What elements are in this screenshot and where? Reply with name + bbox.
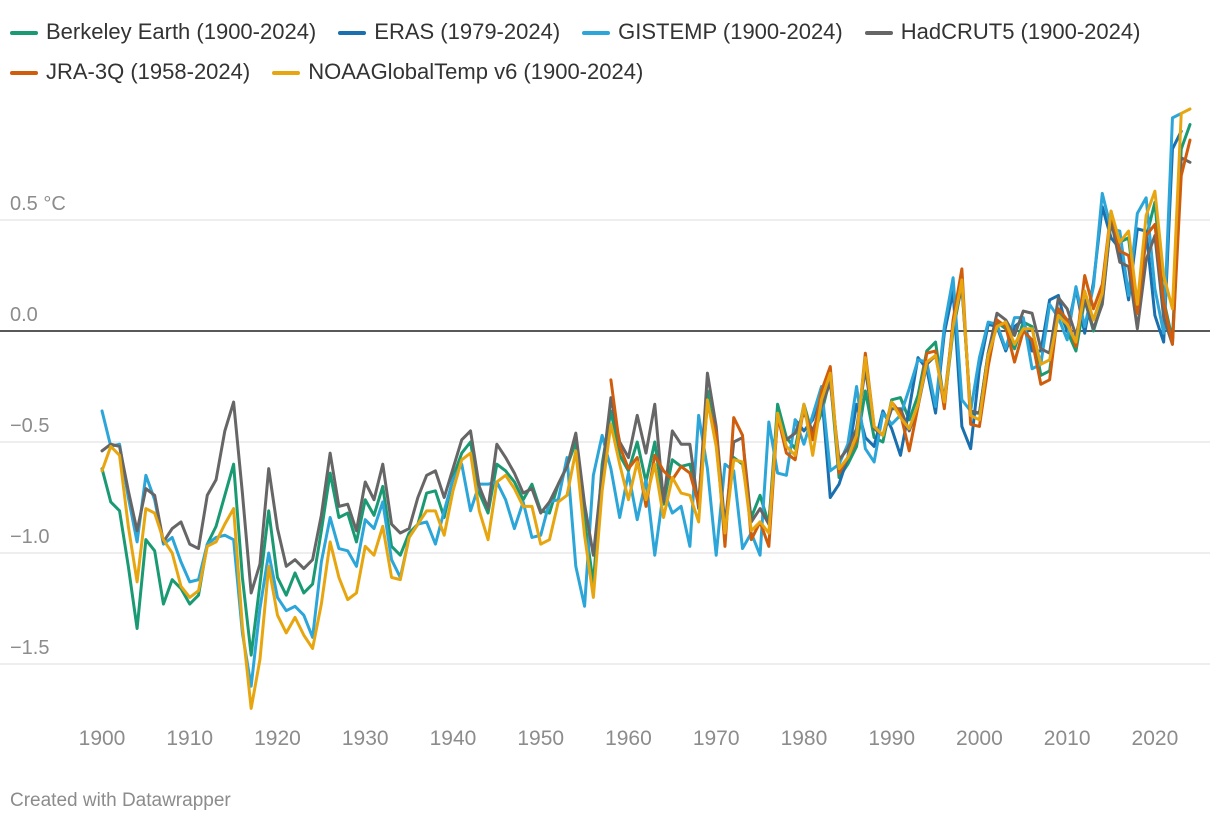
x-tick-label: 1940 [430,727,477,750]
legend-swatch [272,71,301,76]
footer-credit: Created with Datawrapper [10,790,231,811]
series-line-4 [100,156,1192,595]
legend-item: GISTEMP (1900-2024) [582,12,843,52]
legend-item: NOAAGlobalTemp v6 (1900-2024) [272,52,643,92]
y-tick-label: −1.0 [10,526,49,548]
legend-label: HadCRUT5 (1900-2024) [900,19,1141,44]
legend-label: Berkeley Earth (1900-2024) [46,19,317,44]
legend-swatch [864,31,893,36]
x-tick-label: 1900 [79,727,126,750]
y-tick-label: −1.5 [10,637,49,659]
legend-swatch [582,31,611,36]
legend-swatch [338,31,367,36]
legend-item: ERAS (1979-2024) [338,12,560,52]
legend-item: JRA-3Q (1958-2024) [10,52,250,92]
x-tick-label: 1910 [166,727,213,750]
legend-label: JRA-3Q (1958-2024) [46,59,251,84]
x-tick-label: 1990 [868,727,915,750]
series-line-6 [100,107,1192,710]
x-tick-label: 1930 [342,727,389,750]
x-tick-label: 1950 [517,727,564,750]
chart-legend: Berkeley Earth (1900-2024) ERAS (1979-202… [10,12,1210,92]
x-tick-label: 2000 [956,727,1003,750]
legend-swatch [10,31,38,36]
x-tick-label: 1980 [781,727,828,750]
legend-item: HadCRUT5 (1900-2024) [864,12,1141,52]
legend-label: GISTEMP (1900-2024) [618,19,843,44]
series-line-3 [100,111,1183,688]
y-tick-label: −0.5 [10,415,49,437]
legend-item: Berkeley Earth (1900-2024) [10,12,316,52]
legend-label: ERAS (1979-2024) [374,19,561,44]
legend-swatch [10,71,38,76]
y-tick-label: 0.5 °C [10,193,66,215]
x-tick-label: 1960 [605,727,652,750]
x-tick-label: 1970 [693,727,740,750]
axes: 0.5 °C 0.0 −0.5 −1.0 −1.5 1900 1910 1920 1930 194… [0,193,1210,750]
legend-label: NOAAGlobalTemp v6 (1900-2024) [308,59,644,84]
x-tick-label: 2010 [1044,727,1091,750]
x-tick-label: 1920 [254,727,301,750]
x-tick-label: 2020 [1132,727,1179,750]
series-lines [100,107,1192,710]
y-tick-label: 0.0 [10,304,38,326]
line-chart: 0.5 °C 0.0 −0.5 −1.0 −1.5 1900 1910 1920 1930 194… [0,107,1210,750]
